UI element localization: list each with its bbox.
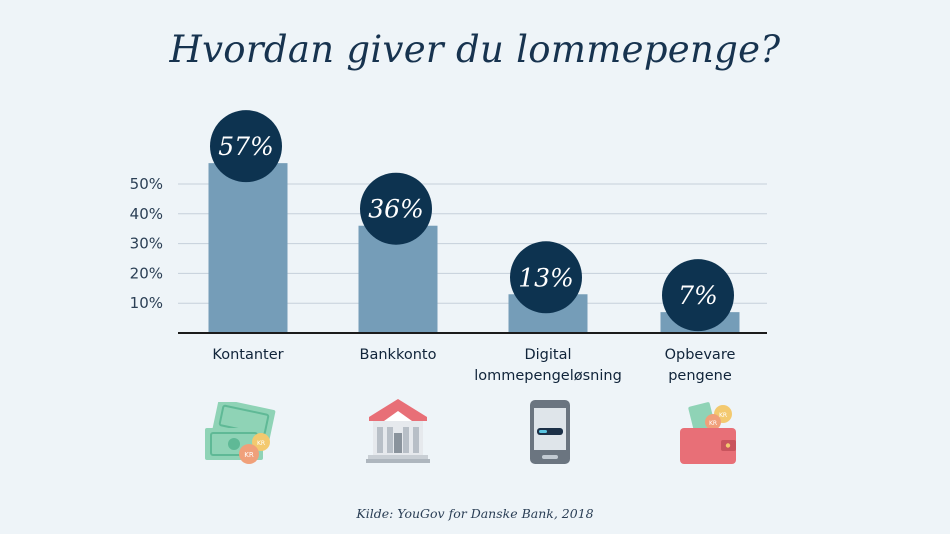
category-label: Kontanter: [212, 347, 284, 363]
bar: [208, 163, 288, 333]
svg-text:KR: KR: [719, 412, 727, 419]
data-label: 7%: [678, 281, 718, 310]
cash-icon: KR KR: [205, 402, 276, 464]
data-label: 36%: [368, 195, 424, 224]
data-label: 13%: [518, 263, 574, 292]
bank-icon: [366, 399, 430, 463]
value-badge: [210, 110, 282, 183]
y-tick-label: 40%: [130, 205, 163, 223]
category-label: Opbevare pengene: [664, 347, 736, 384]
value-badge: [360, 172, 432, 245]
source-note: Kilde: YouGov for Danske Bank, 2018: [356, 506, 594, 521]
y-tick-label: 50%: [130, 175, 163, 193]
svg-text:KR: KR: [709, 420, 717, 427]
data-label: 57%: [218, 132, 274, 161]
y-tick-label: 20%: [130, 264, 163, 282]
value-badge: [510, 241, 582, 314]
y-tick-label: 10%: [130, 294, 163, 312]
chart-title: Hvordan giver du lommepenge?: [169, 28, 781, 71]
category-label: Bankkonto: [359, 347, 437, 363]
y-tick-label: 30%: [130, 235, 163, 253]
svg-text:KR: KR: [257, 440, 265, 447]
wallet-icon: KR KR: [680, 402, 736, 464]
value-badge: [662, 259, 734, 332]
category-label: Digital lommepengeløsning: [474, 347, 622, 384]
svg-text:KR: KR: [244, 451, 254, 459]
phone-icon: [530, 400, 570, 464]
